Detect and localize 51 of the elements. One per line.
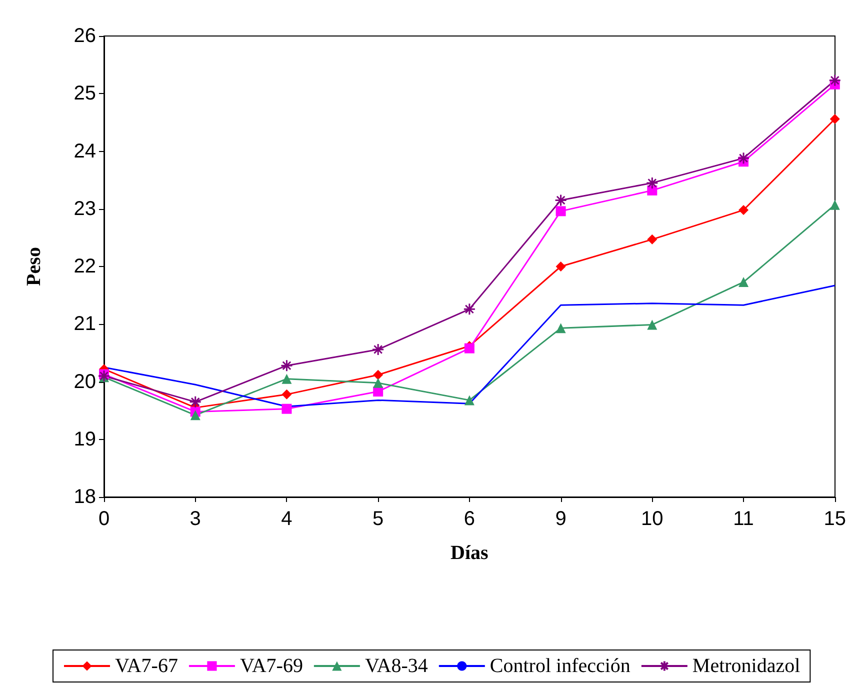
legend-label: Control infección bbox=[490, 655, 630, 677]
point bbox=[464, 395, 474, 406]
legend-label: VA7-69 bbox=[240, 655, 303, 677]
x-tick-label: 15 bbox=[824, 508, 846, 530]
point bbox=[556, 262, 566, 272]
point bbox=[372, 343, 384, 356]
x-tick-label: 11 bbox=[733, 508, 754, 530]
y-axis-title: Peso bbox=[23, 247, 45, 286]
legend-label: VA8-34 bbox=[364, 655, 428, 677]
x-tick-label: 9 bbox=[555, 508, 566, 530]
point bbox=[282, 404, 292, 414]
y-tick-label: 19 bbox=[74, 428, 96, 450]
legend-label: Metronidazol bbox=[692, 655, 801, 677]
point bbox=[373, 378, 384, 388]
point bbox=[282, 389, 292, 400]
x-tick-label: 4 bbox=[281, 508, 292, 530]
y-tick-label: 25 bbox=[74, 82, 96, 105]
point bbox=[282, 374, 292, 384]
point bbox=[556, 206, 566, 216]
point bbox=[280, 359, 293, 372]
point bbox=[646, 176, 658, 190]
x-tick-label: 6 bbox=[464, 508, 475, 530]
y-tick-label: 26 bbox=[74, 25, 96, 47]
point bbox=[190, 410, 200, 420]
y-tick-label: 24 bbox=[74, 140, 96, 162]
y-tick-label: 18 bbox=[74, 486, 96, 508]
point bbox=[373, 370, 384, 380]
point bbox=[828, 74, 842, 87]
point bbox=[647, 234, 658, 244]
y-tick-label: 23 bbox=[74, 198, 96, 220]
point bbox=[98, 370, 110, 382]
x-tick-label: 10 bbox=[641, 508, 664, 530]
y-tick-label: 20 bbox=[74, 370, 96, 393]
point bbox=[647, 320, 658, 330]
x-tick-label: 3 bbox=[190, 508, 201, 530]
point bbox=[554, 194, 568, 206]
point bbox=[556, 323, 566, 334]
point bbox=[738, 205, 749, 216]
point bbox=[189, 396, 202, 408]
y-tick-label: 22 bbox=[74, 256, 96, 278]
x-axis-title: Días bbox=[450, 542, 489, 564]
y-tick-label: 21 bbox=[74, 313, 96, 336]
point bbox=[463, 302, 476, 316]
point bbox=[647, 185, 658, 196]
legend-label: VA7-67 bbox=[115, 655, 178, 677]
point bbox=[830, 200, 840, 210]
point bbox=[830, 114, 840, 124]
x-tick-label: 0 bbox=[98, 508, 110, 530]
point bbox=[738, 277, 749, 288]
x-tick-label: 5 bbox=[372, 508, 384, 530]
point bbox=[737, 152, 750, 164]
